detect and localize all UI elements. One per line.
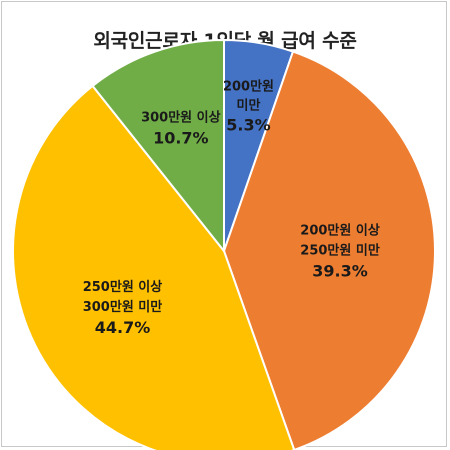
pie-slice-250-300 bbox=[12, 84, 296, 450]
slice-label-250-300: 250만원 이상 bbox=[83, 279, 163, 295]
slice-percent-over-300: 10.7% bbox=[153, 129, 209, 148]
slice-label-200-250: 200만원 이상 bbox=[300, 223, 380, 239]
slice-label-200-250: 250만원 미만 bbox=[300, 243, 380, 259]
slice-label-over-300: 300만원 이상 bbox=[141, 110, 221, 126]
slice-percent-250-300: 44.7% bbox=[95, 318, 151, 337]
pie-slice-over-300 bbox=[91, 38, 225, 254]
slice-label-under-200: 미만 bbox=[237, 97, 261, 113]
slice-label-250-300: 300만원 미만 bbox=[83, 299, 163, 315]
slice-percent-200-250: 39.3% bbox=[312, 262, 368, 281]
slice-label-under-200: 200만원 bbox=[223, 78, 274, 94]
pie-slice-200-250 bbox=[222, 50, 436, 450]
slice-percent-under-200: 5.3% bbox=[226, 115, 270, 134]
